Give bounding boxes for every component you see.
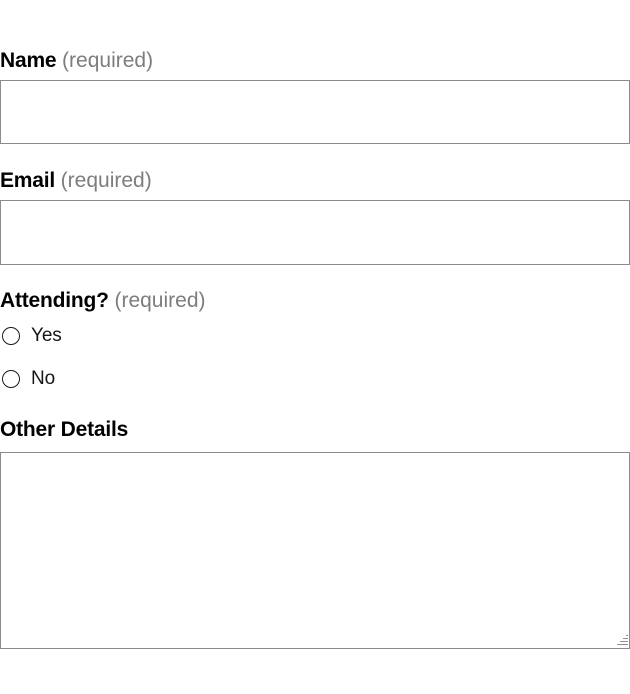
attending-label-text: Attending?: [0, 289, 109, 312]
resize-line: [623, 638, 628, 639]
radio-option-no[interactable]: No: [0, 367, 55, 391]
resize-line: [626, 635, 628, 636]
other-details-textarea[interactable]: [0, 452, 630, 649]
other-details-textarea-wrapper: [0, 452, 630, 649]
other-details-field-label: Other Details: [0, 417, 128, 443]
attending-field-label: Attending? (required): [0, 288, 206, 314]
resize-line: [617, 644, 628, 645]
resize-handle-icon[interactable]: [614, 633, 628, 647]
name-required-hint: (required): [62, 49, 154, 72]
email-label-text: Email: [0, 169, 56, 192]
radio-option-yes[interactable]: Yes: [0, 324, 62, 348]
radio-unchecked-icon[interactable]: [2, 327, 20, 345]
resize-line: [620, 641, 628, 642]
attending-required-hint: (required): [114, 289, 206, 312]
email-field-label: Email (required): [0, 168, 152, 194]
radio-unchecked-icon[interactable]: [2, 370, 20, 388]
email-input[interactable]: [0, 200, 630, 265]
name-label-text: Name: [0, 49, 57, 72]
name-input[interactable]: [0, 80, 630, 144]
other-details-label-text: Other Details: [0, 418, 129, 441]
radio-option-yes-label: Yes: [31, 325, 62, 346]
email-required-hint: (required): [60, 169, 152, 192]
radio-option-no-label: No: [31, 368, 56, 389]
name-field-label: Name (required): [0, 48, 153, 74]
